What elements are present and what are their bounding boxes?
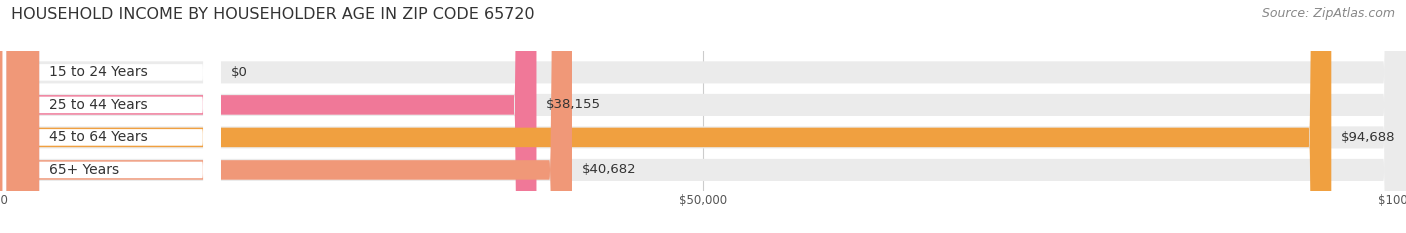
FancyBboxPatch shape	[3, 0, 221, 233]
FancyBboxPatch shape	[0, 0, 1331, 233]
Text: 25 to 44 Years: 25 to 44 Years	[49, 98, 148, 112]
Text: Source: ZipAtlas.com: Source: ZipAtlas.com	[1261, 7, 1395, 20]
FancyBboxPatch shape	[3, 0, 221, 233]
FancyBboxPatch shape	[0, 0, 572, 233]
Text: $94,688: $94,688	[1341, 131, 1396, 144]
Circle shape	[7, 0, 38, 233]
Circle shape	[7, 0, 38, 233]
Text: 45 to 64 Years: 45 to 64 Years	[49, 130, 148, 144]
Text: 65+ Years: 65+ Years	[49, 163, 120, 177]
Circle shape	[7, 0, 38, 233]
Circle shape	[7, 0, 38, 233]
Text: HOUSEHOLD INCOME BY HOUSEHOLDER AGE IN ZIP CODE 65720: HOUSEHOLD INCOME BY HOUSEHOLDER AGE IN Z…	[11, 7, 534, 22]
Text: $40,682: $40,682	[582, 163, 637, 176]
Text: $38,155: $38,155	[547, 98, 602, 111]
FancyBboxPatch shape	[0, 0, 537, 233]
Text: $0: $0	[231, 66, 247, 79]
FancyBboxPatch shape	[3, 0, 221, 233]
Text: 15 to 24 Years: 15 to 24 Years	[49, 65, 148, 79]
FancyBboxPatch shape	[3, 0, 221, 233]
